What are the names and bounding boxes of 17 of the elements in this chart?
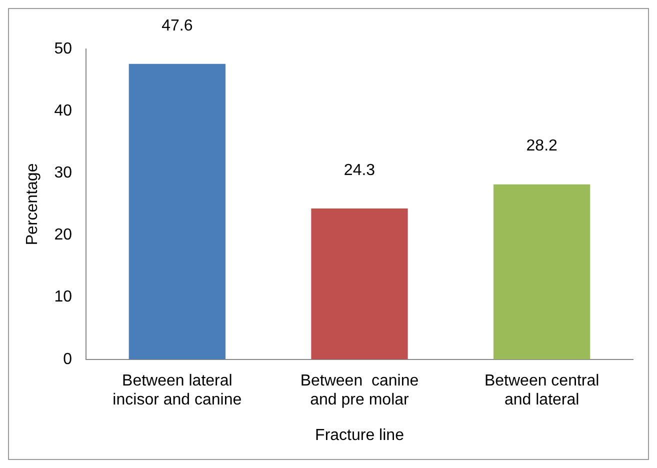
y-tick-label: 30 [54,164,72,182]
y-tick-label: 50 [54,40,72,58]
x-axis-title: Fracture line [315,426,404,444]
x-tick-label: Between central and lateral [484,372,600,409]
data-label: 24.3 [344,162,376,179]
bar [494,184,590,360]
y-tick-label: 40 [54,102,72,120]
y-axis-title: Percentage [24,163,42,246]
y-tick-label: 20 [54,226,72,244]
bar [311,208,408,360]
bar [128,64,226,360]
data-label: 28.2 [526,138,558,155]
data-label: 47.6 [162,17,193,34]
x-tick-label: Between lateral incisor and canine [112,372,242,409]
y-tick-label: 10 [54,288,72,306]
x-tick-label: Between canine and pre molar [300,372,419,409]
y-tick-label: 0 [63,350,72,368]
